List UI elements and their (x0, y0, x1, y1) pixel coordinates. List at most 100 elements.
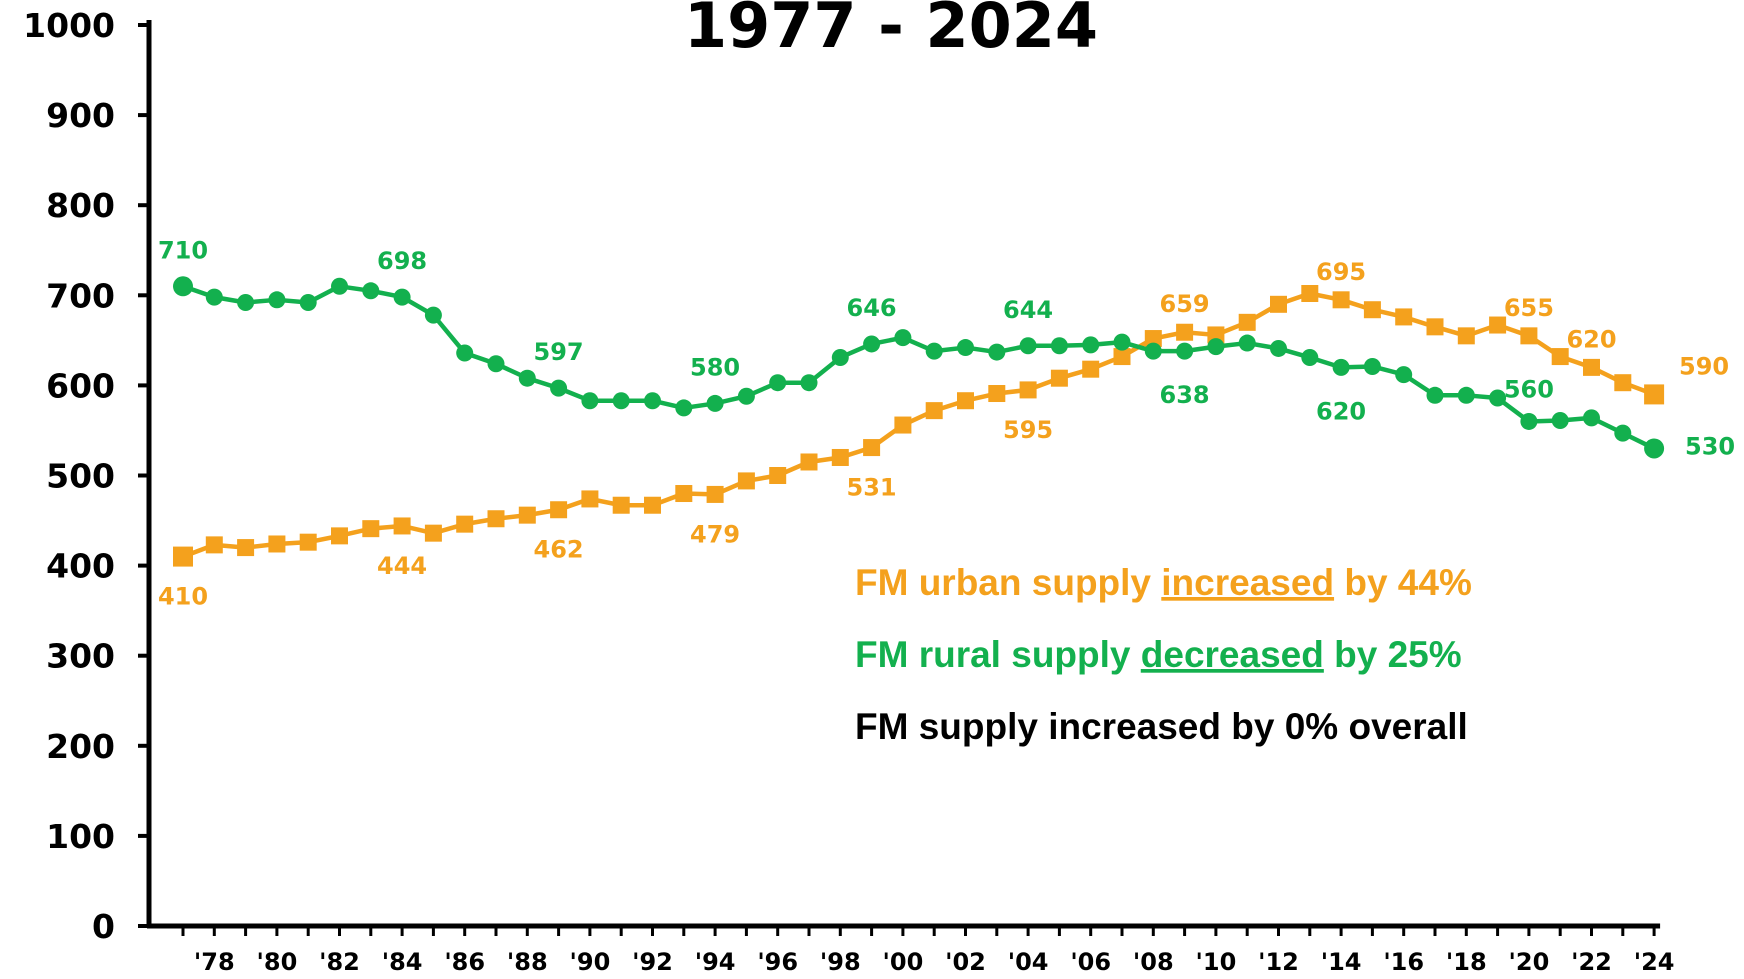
data-label: 462 (534, 536, 584, 564)
x-tick-label: '18 (1446, 948, 1487, 976)
x-tick-label: '08 (1133, 948, 1174, 976)
marker (925, 342, 943, 360)
y-tick-label: 300 (46, 637, 115, 676)
marker (1270, 339, 1287, 357)
marker (675, 485, 693, 503)
data-label: 644 (1003, 296, 1053, 324)
marker (1238, 334, 1256, 352)
marker (456, 515, 474, 533)
marker (518, 506, 536, 524)
data-label: 620 (1566, 325, 1616, 353)
marker (1176, 323, 1194, 341)
annotation-part: decreased (1141, 634, 1324, 675)
marker (424, 524, 442, 542)
x-tick-label: '84 (382, 948, 423, 976)
x-tick-label: '82 (319, 948, 360, 976)
marker (957, 392, 974, 410)
marker (863, 335, 881, 353)
marker (393, 517, 411, 535)
marker (1551, 348, 1569, 366)
marker (644, 392, 661, 410)
x-tick-label: '24 (1634, 948, 1675, 976)
data-label: 698 (377, 247, 427, 275)
marker (1019, 337, 1037, 355)
marker (268, 291, 286, 309)
marker (612, 496, 630, 514)
marker (1144, 342, 1162, 360)
marker (205, 288, 223, 306)
marker (299, 533, 317, 551)
x-tick-label: '20 (1509, 948, 1550, 976)
data-label: 530 (1685, 432, 1735, 460)
x-tick-label: '04 (1008, 948, 1049, 976)
marker (362, 282, 380, 300)
marker (268, 535, 286, 553)
marker (550, 379, 568, 397)
series-line (182, 284, 1656, 451)
marker (1614, 424, 1632, 442)
marker (769, 374, 787, 392)
annotation-part: by 25% (1334, 634, 1462, 675)
y-tick-label: 200 (46, 727, 115, 766)
marker (1019, 381, 1037, 399)
marker (894, 416, 912, 434)
marker (800, 453, 818, 471)
data-label: 659 (1160, 290, 1210, 318)
marker (1395, 366, 1413, 384)
marker (1489, 316, 1507, 334)
x-tick-label: '00 (883, 948, 924, 976)
marker (1551, 412, 1569, 430)
x-tick-label: '94 (695, 948, 736, 976)
annotations: FM urban supply increased by 44% FM rura… (855, 562, 1472, 747)
marker (894, 329, 912, 347)
marker (1363, 357, 1381, 375)
marker (1614, 374, 1632, 392)
marker (1644, 438, 1665, 459)
marker (1583, 409, 1600, 427)
annotation-part: FM urban supply (855, 562, 1151, 603)
marker (1457, 327, 1475, 345)
marker (1489, 389, 1507, 407)
marker (737, 387, 755, 405)
marker (925, 402, 943, 420)
marker (1207, 338, 1225, 356)
marker (831, 348, 849, 366)
annotation-part: FM rural supply (855, 634, 1131, 675)
y-tick-label: 700 (46, 276, 115, 315)
y-tick-label: 500 (46, 457, 115, 496)
marker (863, 439, 881, 457)
y-tick-label: 800 (46, 186, 115, 225)
annotation-part: by 44% (1344, 562, 1472, 603)
x-tick-label: '92 (632, 948, 673, 976)
marker (1238, 313, 1256, 331)
marker (988, 385, 1006, 403)
marker (1395, 308, 1413, 326)
marker (1301, 348, 1319, 366)
y-tick-label: 100 (46, 817, 115, 856)
data-label: 695 (1316, 258, 1366, 286)
annotation: FM rural supply decreased by 25% (855, 634, 1462, 675)
y-tick-label: 600 (46, 366, 115, 405)
marker (1113, 333, 1131, 351)
marker (1050, 369, 1068, 387)
data-label: 646 (847, 294, 897, 322)
annotation: FM urban supply increased by 44% (855, 562, 1472, 603)
data-label: 597 (534, 338, 584, 366)
chart-title: 1977 - 2024 (684, 0, 1098, 62)
x-tick-label: '88 (507, 948, 548, 976)
marker (988, 343, 1006, 361)
annotation-part: increased (1161, 562, 1334, 603)
data-label: 638 (1160, 381, 1210, 409)
marker (675, 399, 693, 417)
marker (237, 539, 255, 557)
marker (1332, 291, 1350, 309)
marker (957, 339, 974, 357)
y-tick-label: 1000 (23, 6, 115, 45)
marker (1457, 386, 1475, 404)
annotation: FM supply increased by 0% overall (855, 706, 1468, 747)
marker (331, 277, 348, 295)
marker (800, 374, 818, 392)
marker (1332, 358, 1350, 376)
marker (737, 472, 755, 490)
